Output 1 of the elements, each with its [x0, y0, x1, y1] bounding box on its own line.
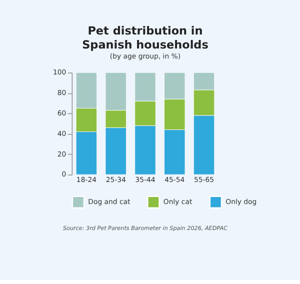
chart-title: Pet distribution in Spanish households [82, 24, 209, 52]
